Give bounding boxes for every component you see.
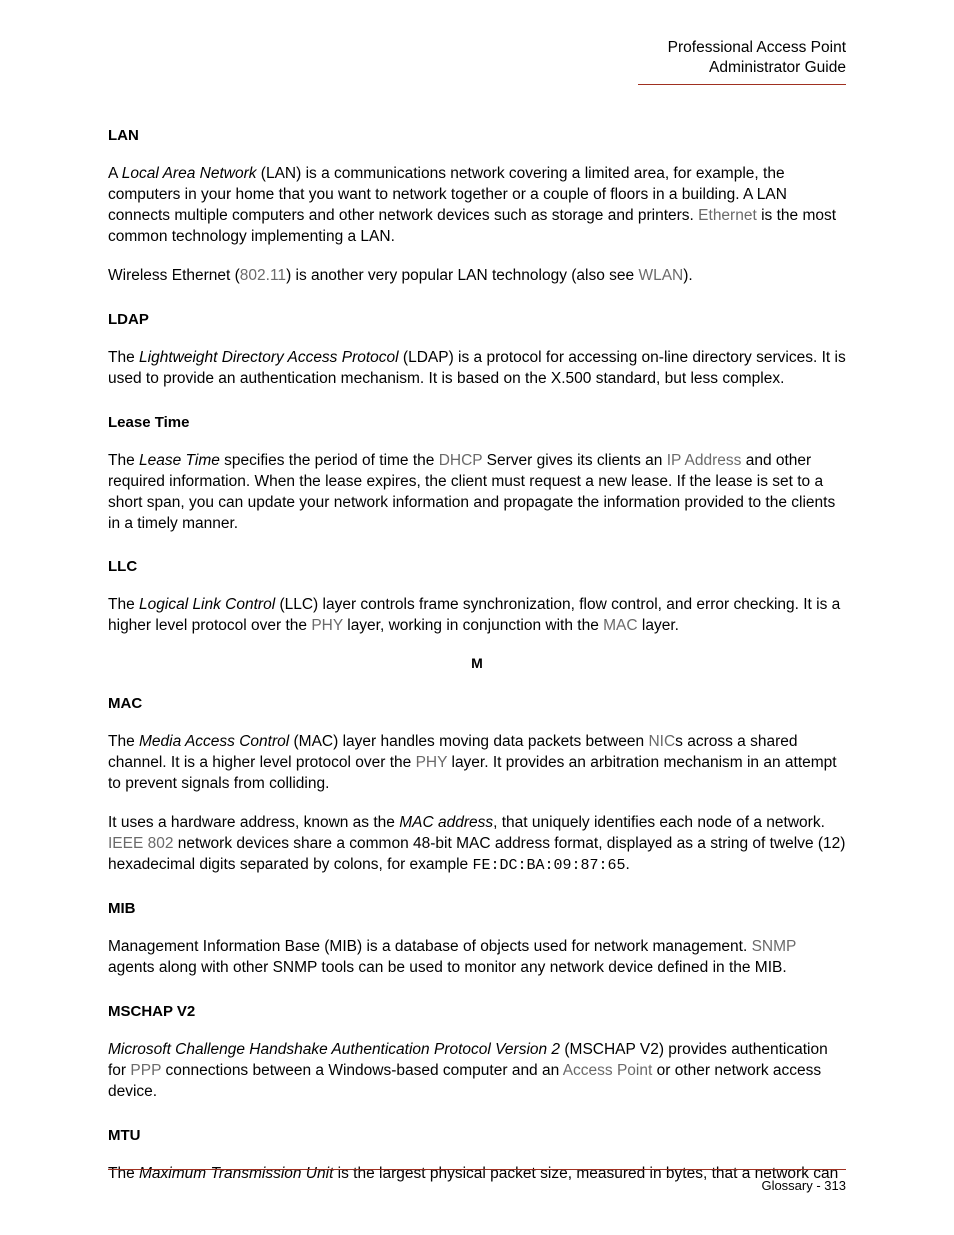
term-lan-p2: Wireless Ethernet (802.11) is another ve… — [108, 266, 846, 287]
text-italic: Media Access Control — [139, 733, 289, 750]
term-mtu-heading: MTU — [108, 1127, 846, 1144]
link-phy[interactable]: PHY — [311, 617, 343, 634]
page-header: Professional Access Point Administrator … — [638, 38, 846, 85]
link-ipaddress[interactable]: IP Address — [667, 452, 742, 469]
term-ldap-heading: LDAP — [108, 311, 846, 328]
text: ) is another very popular LAN technology… — [286, 267, 638, 284]
term-lan-heading: LAN — [108, 127, 846, 144]
link-ethernet[interactable]: Ethernet — [698, 207, 757, 224]
term-mac-p1: The Media Access Control (MAC) layer han… — [108, 732, 846, 795]
term-leasetime-heading: Lease Time — [108, 414, 846, 431]
term-ldap-p1: The Lightweight Directory Access Protoco… — [108, 348, 846, 390]
link-802[interactable]: 802 — [143, 835, 173, 852]
text-italic: Local Area Network — [122, 165, 257, 182]
term-mac-heading: MAC — [108, 695, 846, 712]
link-ppp[interactable]: PPP — [130, 1062, 161, 1079]
text-italic: Lightweight Directory Access Protocol — [139, 349, 399, 366]
header-line2: Administrator Guide — [638, 58, 846, 78]
page-footer: Glossary - 313 — [108, 1169, 846, 1193]
term-leasetime-p1: The Lease Time specifies the period of t… — [108, 451, 846, 535]
text: Server gives its clients an — [482, 452, 666, 469]
link-nic[interactable]: NIC — [648, 733, 675, 750]
link-phy[interactable]: PHY — [416, 754, 448, 771]
text: . — [625, 856, 629, 873]
text: The — [108, 596, 139, 613]
text: A — [108, 165, 122, 182]
link-ieee[interactable]: IEEE — [108, 835, 143, 852]
text: agents along with other SNMP tools can b… — [108, 959, 787, 976]
text: (MAC) layer handles moving data packets … — [289, 733, 648, 750]
text: Management Information Base (MIB) is a d… — [108, 938, 752, 955]
link-accesspoint[interactable]: Access Point — [563, 1062, 653, 1079]
text-italic: Logical Link Control — [139, 596, 275, 613]
text: , that uniquely identifies each node of … — [493, 814, 825, 831]
header-line1: Professional Access Point — [638, 38, 846, 58]
text: It uses a hardware address, known as the — [108, 814, 399, 831]
term-mac-p2: It uses a hardware address, known as the… — [108, 813, 846, 876]
term-llc-p1: The Logical Link Control (LLC) layer con… — [108, 595, 846, 637]
term-mschap-p1: Microsoft Challenge Handshake Authentica… — [108, 1040, 846, 1103]
section-letter-m: M — [108, 655, 846, 671]
text: Wireless Ethernet ( — [108, 267, 240, 284]
text-italic: Microsoft Challenge Handshake Authentica… — [108, 1041, 560, 1058]
term-mib-p1: Management Information Base (MIB) is a d… — [108, 937, 846, 979]
term-mschap-heading: MSCHAP V2 — [108, 1003, 846, 1020]
text: layer, working in conjunction with the — [343, 617, 603, 634]
text: connections between a Windows-based comp… — [161, 1062, 563, 1079]
text: The — [108, 452, 139, 469]
term-lan-p1: A Local Area Network (LAN) is a communic… — [108, 164, 846, 248]
text: specifies the period of time the — [220, 452, 439, 469]
text: The — [108, 733, 139, 750]
text: ). — [683, 267, 692, 284]
link-dhcp[interactable]: DHCP — [439, 452, 483, 469]
text-italic: Lease Time — [139, 452, 220, 469]
text: The — [108, 349, 139, 366]
term-llc-heading: LLC — [108, 558, 846, 575]
text-italic: MAC address — [399, 814, 493, 831]
mac-address-example: FE:DC:BA:09:87:65 — [472, 857, 625, 874]
link-snmp[interactable]: SNMP — [752, 938, 797, 955]
footer-label: Glossary - 313 — [761, 1178, 846, 1193]
link-80211[interactable]: 802.11 — [240, 267, 286, 284]
link-wlan[interactable]: WLAN — [638, 267, 683, 284]
text: layer. — [638, 617, 679, 634]
term-mib-heading: MIB — [108, 900, 846, 917]
link-mac[interactable]: MAC — [603, 617, 637, 634]
